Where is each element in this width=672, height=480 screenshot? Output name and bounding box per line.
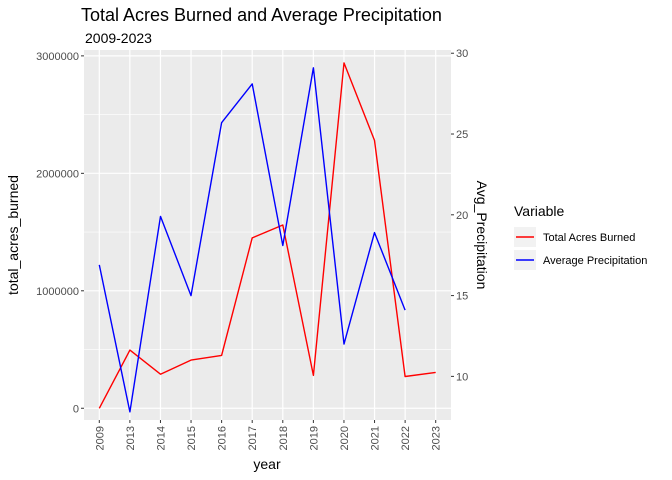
legend: Variable Total Acres Burned Average Preci…: [514, 203, 647, 270]
y2-tick-label: 10: [456, 371, 468, 383]
x-tick-label: 2014: [155, 426, 167, 450]
x-axis-title: year: [253, 456, 281, 472]
y-axis-title: total_acres_burned: [5, 175, 21, 295]
y-tick-label: 2000000: [36, 168, 79, 180]
y2-axis-title: Avg_Precipitation: [474, 181, 490, 290]
y-tick-label: 1000000: [36, 286, 79, 298]
x-tick-label: 2020: [339, 426, 351, 450]
series-lines: [98, 62, 436, 413]
x-tick-label: 2018: [278, 426, 290, 450]
series-line-total-acres-burned: [98, 62, 436, 409]
plot-panel: [84, 50, 451, 420]
y-tick-label: 0: [73, 403, 79, 415]
y2-tick-label: 30: [456, 48, 468, 60]
y2-tick-label: 20: [456, 210, 468, 222]
legend-keys: Total Acres Burned Average Precipitation: [514, 227, 647, 270]
x-tick-label: 2022: [400, 426, 412, 450]
x-tick-label: 2009: [94, 426, 106, 450]
y-tick-label: 3000000: [36, 51, 79, 63]
y2-tick-label: 25: [456, 129, 468, 141]
chart-title: Total Acres Burned and Average Precipita…: [81, 5, 442, 25]
x-tick-label: 2016: [217, 426, 229, 450]
legend-label: Average Precipitation: [543, 255, 647, 267]
legend-title: Variable: [514, 203, 565, 219]
x-tick-label: 2015: [186, 426, 198, 450]
x-tick-label: 2013: [125, 426, 137, 450]
y2-tick-label: 15: [456, 291, 468, 303]
x-tick-label: 2023: [431, 426, 443, 450]
legend-label: Total Acres Burned: [543, 232, 635, 244]
axes: 0 1000000 2000000 3000000 10 15 20 25 30 2009 2013…: [36, 48, 468, 450]
x-tick-label: 2021: [370, 426, 382, 450]
x-tick-label: 2019: [308, 426, 320, 450]
series-line-average-precipitation: [98, 67, 406, 413]
chart-subtitle: 2009-2023: [85, 30, 152, 46]
x-tick-label: 2017: [247, 426, 259, 450]
